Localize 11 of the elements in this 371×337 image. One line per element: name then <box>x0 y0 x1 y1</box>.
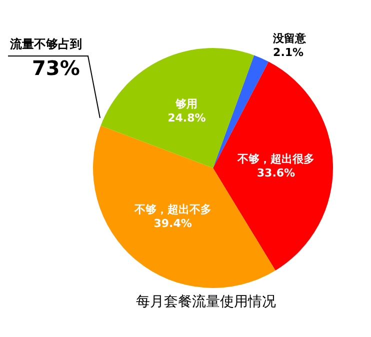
text: 流量不够占到 <box>9 37 82 51</box>
data-label: 39.4% <box>154 217 192 230</box>
text: 每月套餐流量使用情况 <box>136 294 276 310</box>
data-label: 2.1% <box>273 46 304 59</box>
slice-label: 不够，超出不多 <box>133 203 212 216</box>
slice-label: 够用 <box>174 97 198 110</box>
data-label: 33.6% <box>256 166 296 180</box>
text: 73% <box>32 56 80 80</box>
slice-label: 没留意 <box>272 32 308 45</box>
data-label: 24.8% <box>168 111 206 124</box>
slice-label: 不够，超出很多 <box>236 152 314 166</box>
